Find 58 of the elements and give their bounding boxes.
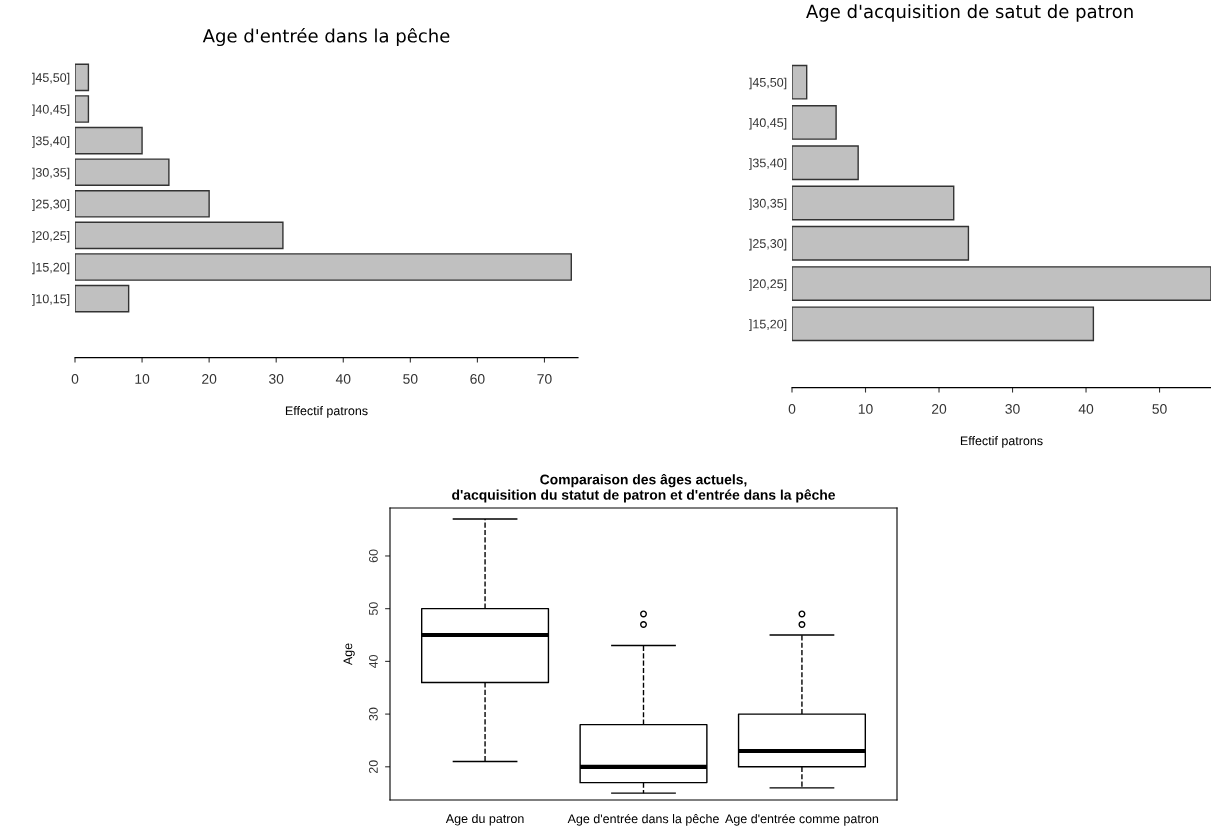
x-tick-label: Age d'entrée comme patron	[725, 813, 879, 826]
y-tick-label: 40	[368, 654, 378, 669]
bar	[792, 306, 1095, 342]
bar	[792, 64, 808, 100]
y-tick-label: ]30,35]	[749, 198, 787, 211]
x-tick-label: 0	[788, 404, 796, 414]
x-tick-label: 70	[537, 374, 552, 384]
bar	[75, 95, 90, 123]
y-tick-label: ]20,25]	[749, 279, 787, 291]
bar	[75, 253, 572, 281]
x-tick-label: 30	[269, 374, 284, 384]
chart-title: Age d'entrée dans la pêche	[202, 27, 450, 47]
y-tick-label: 50	[368, 602, 378, 616]
y-tick-label: 60	[368, 549, 378, 563]
chart-title: Age d'acquisition de satut de patron	[806, 4, 1133, 22]
x-axis-title: Effectif patrons	[960, 436, 1043, 448]
y-tick-label: ]15,20]	[32, 262, 70, 275]
x-tick-label: 50	[1152, 404, 1167, 414]
y-tick-label: ]25,30]	[749, 238, 787, 251]
x-tick-label: Age d'entrée dans la pêche	[567, 813, 719, 826]
y-tick-label: ]45,50]	[749, 77, 787, 90]
y-axis-title: Age	[343, 643, 355, 666]
y-tick-label: ]40,45]	[749, 117, 787, 130]
y-tick-label: ]30,35]	[32, 167, 70, 180]
x-tick-label: Age du patron	[445, 813, 524, 826]
y-tick-label: ]15,20]	[749, 319, 787, 331]
y-tick-label: ]25,30]	[32, 199, 70, 211]
bar	[792, 266, 1211, 301]
bar	[75, 126, 143, 155]
x-tick-label: 10	[858, 404, 873, 414]
chart-title: Comparaison des âges actuels, d'acquisition du statut de patron et d'entrée dans la pêche	[452, 473, 836, 503]
bar	[792, 225, 970, 261]
bar	[75, 63, 90, 92]
bar	[792, 185, 955, 221]
y-tick-label: ]35,40]	[32, 136, 70, 148]
x-tick-label: 30	[1005, 404, 1020, 414]
y-tick-label: ]40,45]	[32, 104, 70, 117]
x-tick-label: 40	[335, 374, 351, 384]
bar	[792, 105, 837, 140]
y-tick-label: ]10,15]	[32, 294, 70, 306]
x-tick-label: 0	[71, 374, 79, 384]
y-tick-label: ]35,40]	[749, 158, 787, 170]
x-tick-label: 60	[470, 374, 485, 384]
bar	[75, 221, 284, 250]
x-tick-label: 50	[403, 374, 418, 384]
y-tick-label: 30	[368, 707, 378, 721]
x-tick-label: 20	[202, 374, 217, 384]
x-axis-title: Effectif patrons	[285, 406, 368, 418]
bar	[792, 145, 859, 181]
y-tick-label: ]45,50]	[32, 72, 70, 85]
bar	[75, 284, 130, 313]
x-tick-label: 10	[135, 374, 150, 384]
bar	[75, 158, 170, 187]
x-tick-label: 20	[931, 404, 947, 414]
y-tick-label: 20	[368, 760, 378, 774]
y-tick-label: ]20,25]	[32, 230, 70, 243]
bar	[75, 189, 210, 218]
x-tick-label: 40	[1078, 404, 1094, 414]
